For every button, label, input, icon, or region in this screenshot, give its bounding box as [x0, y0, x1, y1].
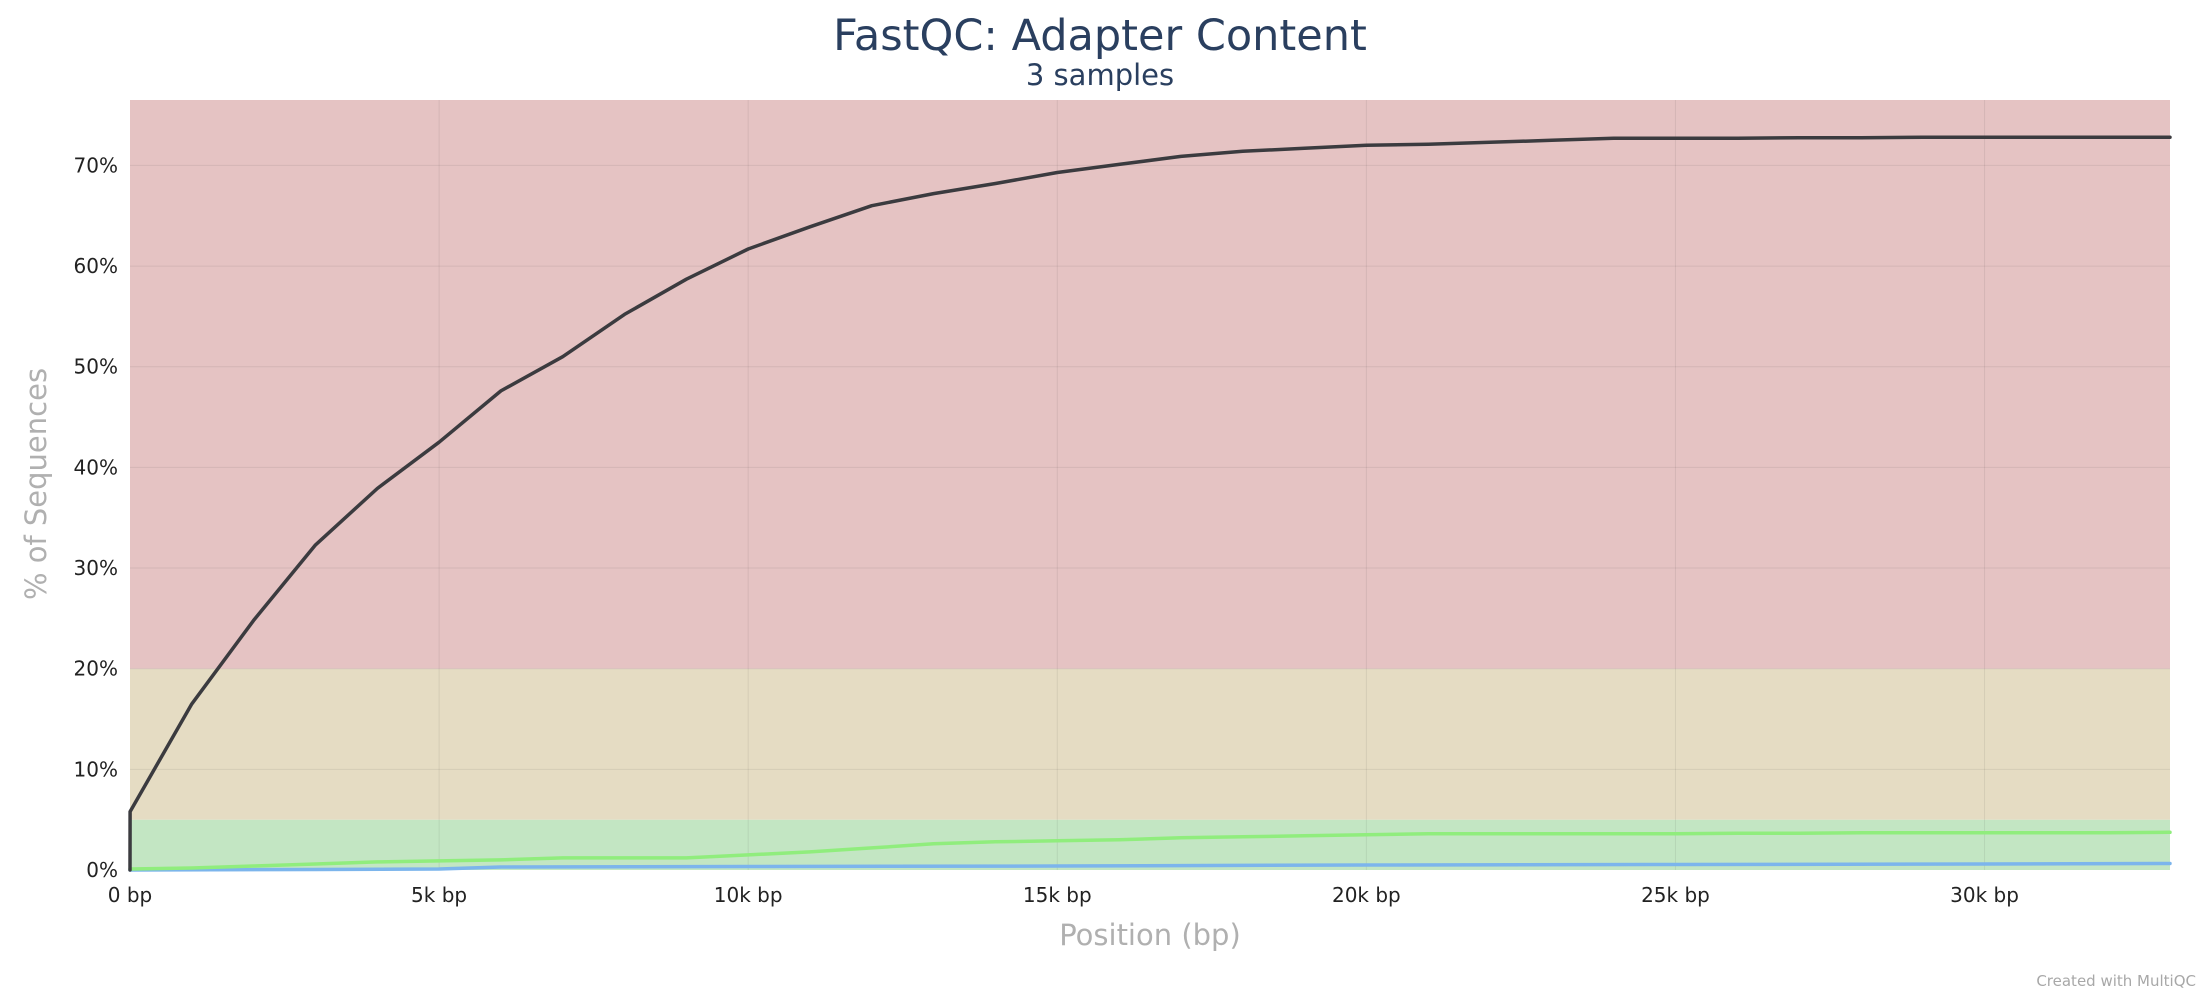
series-line-0[interactable] — [128, 135, 2172, 872]
y-axis-ticks: 0% 10% 20% 30% 40% 50% 60% 70% — [74, 153, 118, 882]
x-tick-label: 15k bp — [1023, 883, 1092, 907]
x-tick-label: 5k bp — [411, 883, 467, 907]
series-lines — [128, 135, 2172, 872]
x-tick-label: 25k bp — [1641, 883, 1710, 907]
y-tick-label: 70% — [74, 153, 118, 177]
x-tick-label: 10k bp — [714, 883, 783, 907]
series-line-1[interactable] — [128, 830, 2172, 871]
threshold-band-1 — [130, 668, 2170, 820]
x-axis-title: Position (bp) — [1059, 918, 1241, 952]
y-tick-label: 20% — [74, 657, 118, 681]
y-tick-label: 60% — [74, 254, 118, 278]
x-tick-label: 30k bp — [1950, 883, 2019, 907]
x-axis-ticks: 0 bp 5k bp 10k bp 15k bp 20k bp 25k bp 30k bp — [108, 883, 2019, 907]
chart-subtitle: 3 samples — [1026, 58, 1174, 92]
chart-title: FastQC: Adapter Content — [833, 11, 1367, 61]
x-tick-label: 0 bp — [108, 883, 152, 907]
y-tick-label: 0% — [86, 858, 118, 882]
grid-lines — [130, 100, 2170, 870]
y-tick-label: 10% — [74, 757, 118, 781]
y-tick-label: 40% — [74, 455, 118, 479]
series-line-2[interactable] — [128, 861, 2172, 872]
y-tick-label: 50% — [74, 355, 118, 379]
multiqc-credit: Created with MultiQC — [2036, 972, 2196, 990]
y-tick-label: 30% — [74, 556, 118, 580]
threshold-band-2 — [130, 100, 2170, 669]
y-axis-title: % of Sequences — [19, 368, 53, 600]
threshold-bands — [130, 100, 2170, 870]
x-tick-label: 20k bp — [1332, 883, 1401, 907]
